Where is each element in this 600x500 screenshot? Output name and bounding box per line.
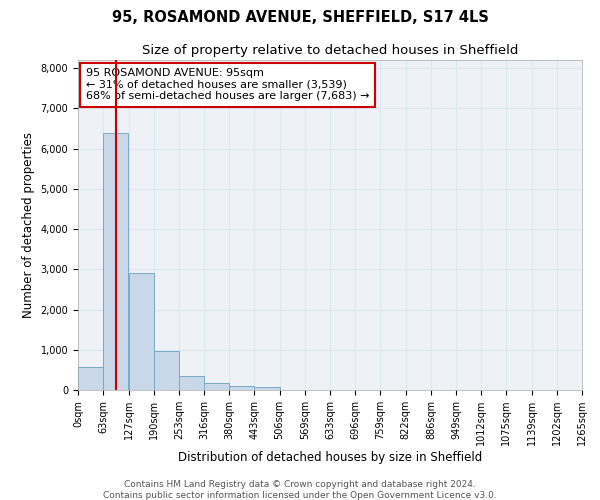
Title: Size of property relative to detached houses in Sheffield: Size of property relative to detached ho… (142, 44, 518, 58)
Bar (204, 384, 229, 390)
Bar (154, 351, 179, 390)
Bar (103, 133, 128, 390)
Y-axis label: Number of detached properties: Number of detached properties (22, 132, 35, 318)
Bar (128, 274, 154, 390)
Text: 95, ROSAMOND AVENUE, SHEFFIELD, S17 4LS: 95, ROSAMOND AVENUE, SHEFFIELD, S17 4LS (112, 10, 488, 25)
Bar (254, 387, 280, 390)
Bar (229, 386, 254, 390)
Text: Contains HM Land Registry data © Crown copyright and database right 2024.
Contai: Contains HM Land Registry data © Crown c… (103, 480, 497, 500)
Bar (179, 376, 204, 390)
X-axis label: Distribution of detached houses by size in Sheffield: Distribution of detached houses by size … (178, 451, 482, 464)
Bar (78, 366, 103, 390)
Text: 95 ROSAMOND AVENUE: 95sqm
← 31% of detached houses are smaller (3,539)
68% of se: 95 ROSAMOND AVENUE: 95sqm ← 31% of detac… (86, 68, 369, 102)
